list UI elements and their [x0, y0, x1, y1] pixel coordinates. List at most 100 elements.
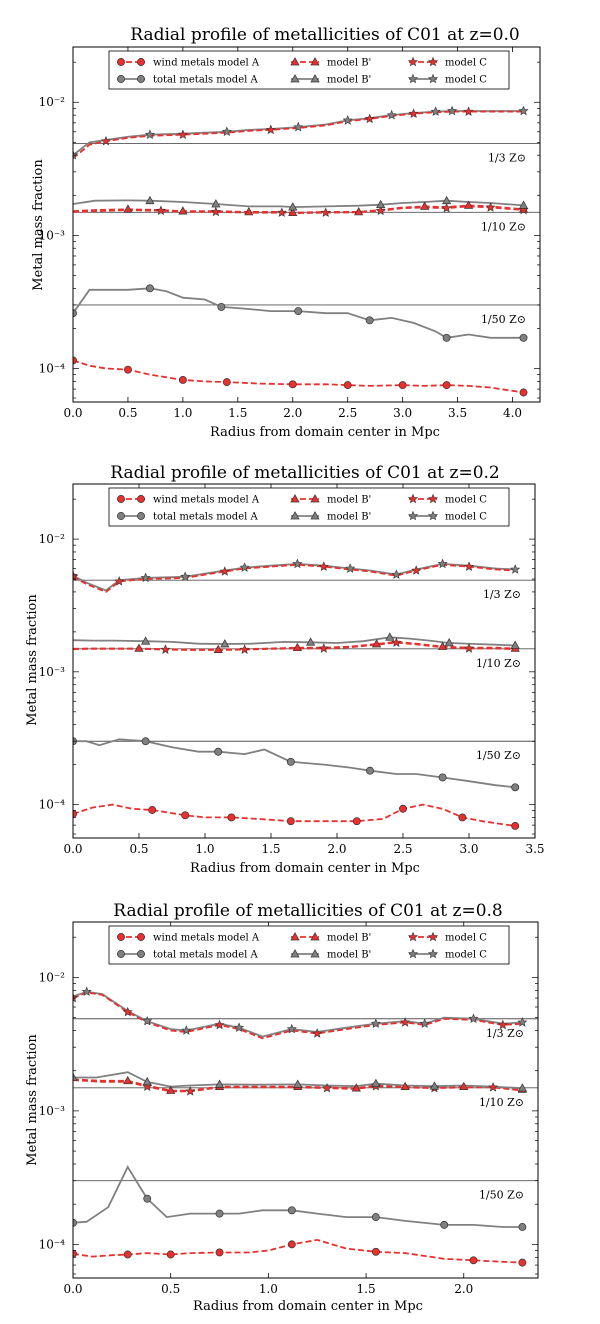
x-tick-label: 3.5: [448, 406, 467, 420]
legend-marker: [310, 57, 320, 66]
data-point: [145, 284, 154, 293]
data-point: [400, 1081, 410, 1090]
data-point: [214, 1079, 225, 1088]
data-point: [372, 639, 382, 648]
data-point: [215, 1248, 224, 1257]
data-point: [143, 1194, 152, 1203]
series-line: [73, 110, 524, 156]
legend-marker: [117, 512, 125, 520]
data-point: [292, 642, 302, 652]
x-tick-label: 3.5: [525, 842, 544, 856]
legend-label: total metals model A: [153, 950, 258, 961]
data-point: [227, 813, 236, 822]
legend-marker: [137, 58, 145, 66]
x-tick-label: 4.0: [503, 406, 522, 420]
data-point: [463, 561, 475, 571]
data-point: [181, 811, 190, 820]
chart-title: Radial profile of metallicities of C01 a…: [130, 25, 520, 45]
x-tick-label: 2.5: [393, 842, 412, 856]
data-point: [511, 783, 520, 792]
legend-marker: [310, 494, 320, 503]
data-point: [73, 149, 79, 160]
data-point: [519, 388, 528, 397]
data-point: [181, 1025, 192, 1035]
x-axis-label: Radius from domain center in Mpc: [190, 861, 420, 876]
legend-label: model C: [445, 512, 487, 523]
data-point: [244, 206, 254, 216]
legend-box: [108, 487, 510, 527]
x-tick-label: 0.5: [161, 1282, 180, 1296]
series-line: [73, 199, 524, 209]
legend-marker: [310, 511, 320, 520]
x-tick-label: 2.0: [454, 1282, 473, 1296]
y-axis-label: Metal mass fraction: [31, 159, 46, 291]
legend-marker: [407, 493, 419, 504]
y-axis-label: Metal mass fraction: [25, 1034, 40, 1166]
y-tick-label: 10⁻²: [39, 532, 66, 546]
reference-line-label: 1/50 Z⊙: [476, 749, 521, 762]
data-point: [81, 986, 92, 997]
x-tick-label: 2.0: [327, 842, 346, 856]
data-point: [365, 316, 374, 325]
data-point: [306, 637, 316, 646]
data-point: [134, 643, 144, 652]
data-point: [234, 1022, 245, 1032]
data-point: [497, 1019, 508, 1030]
y-tick-label: 10⁻³: [39, 665, 66, 679]
data-point: [400, 1017, 411, 1027]
data-point: [148, 806, 157, 814]
legend-label: model B': [327, 58, 371, 69]
legend-marker: [407, 56, 419, 67]
panel-z0: Radial profile of metallicities of C01 a…: [31, 25, 541, 440]
series-line: [73, 990, 523, 1038]
data-point: [371, 1247, 380, 1256]
data-point: [411, 565, 422, 575]
legend-label: wind metals model A: [153, 58, 260, 69]
reference-line-label: 1/10 Z⊙: [479, 1096, 524, 1109]
data-point: [510, 640, 520, 649]
data-point: [440, 1220, 449, 1229]
data-point: [239, 562, 250, 572]
x-tick-label: 0.0: [63, 1282, 82, 1296]
data-point: [458, 813, 467, 822]
data-point: [398, 381, 407, 390]
x-tick-label: 0.0: [63, 406, 82, 420]
data-point: [221, 126, 232, 137]
data-point: [288, 380, 297, 389]
data-point: [287, 1206, 296, 1215]
series-line: [73, 803, 516, 827]
x-tick-label: 2.0: [283, 406, 302, 420]
plot-frame: [72, 483, 536, 839]
x-tick-label: 3.0: [393, 406, 412, 420]
data-point: [288, 202, 298, 211]
legend-label: model C: [445, 75, 487, 86]
legend-label: model B': [327, 495, 371, 506]
data-point: [385, 632, 395, 641]
legend-marker: [290, 932, 300, 941]
data-point: [518, 200, 529, 209]
data-point: [442, 381, 451, 390]
plot-area: [73, 986, 528, 1267]
data-point: [123, 204, 133, 213]
data-point: [123, 1250, 132, 1259]
legend-marker: [117, 933, 125, 941]
data-point: [429, 1081, 440, 1090]
data-point: [276, 207, 287, 217]
data-point: [519, 333, 528, 342]
series-line: [73, 738, 516, 789]
legend-marker: [290, 511, 300, 520]
data-point: [286, 1023, 297, 1034]
data-point: [180, 571, 191, 582]
data-point: [177, 129, 188, 140]
data-point: [122, 1006, 133, 1017]
data-point: [73, 992, 79, 1003]
data-point: [376, 199, 386, 209]
y-tick-label: 10⁻³: [39, 228, 66, 242]
data-point: [488, 1082, 499, 1092]
data-point: [220, 639, 230, 648]
data-point: [437, 558, 448, 569]
panel-z08: Radial profile of metallicities of C01 a…: [25, 901, 539, 1314]
data-point: [320, 207, 331, 217]
data-point: [142, 1015, 153, 1026]
data-point: [391, 569, 402, 579]
